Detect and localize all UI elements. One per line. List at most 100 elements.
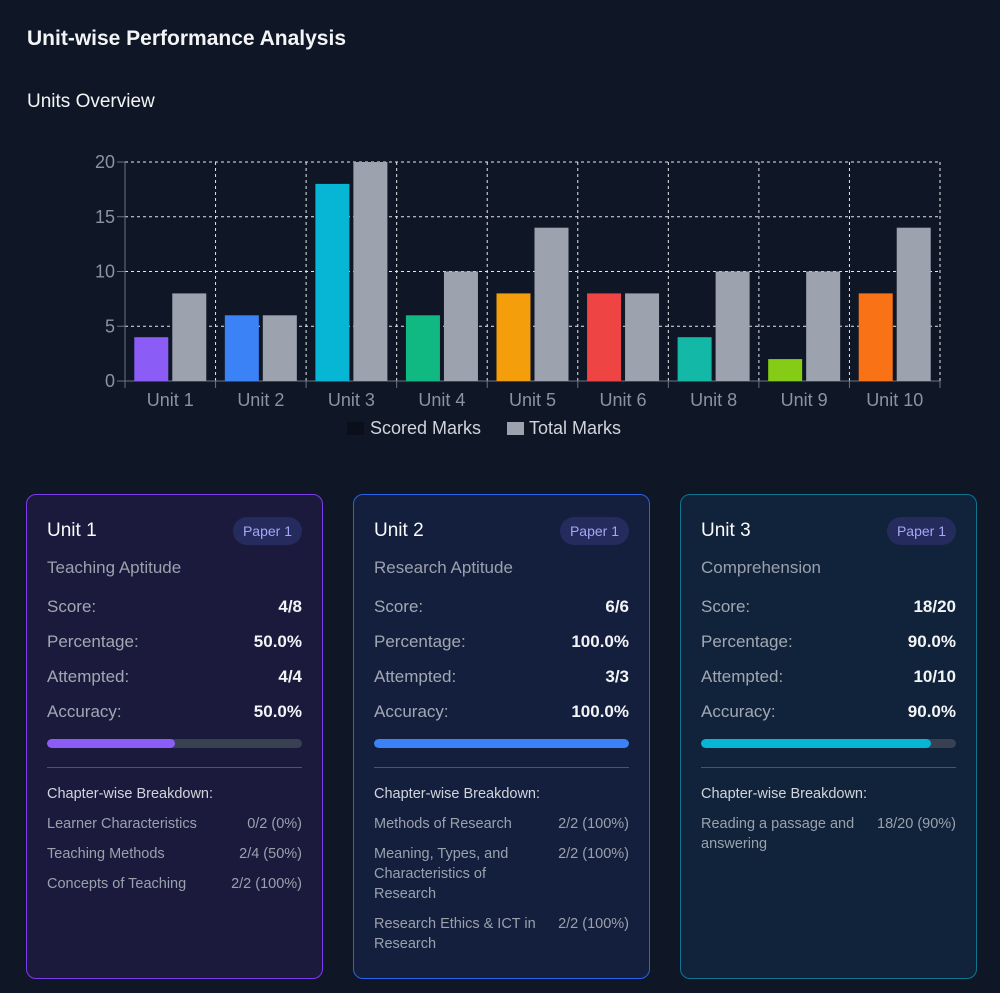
bar-total-marks [262, 315, 297, 381]
x-tick-label: Unit 6 [600, 390, 647, 410]
bar-chart-svg: 0 5 10 15 20 Unit 1 Unit 2 Unit 3 Unit 4 Unit 5 Un… [95, 152, 941, 438]
chapter-row: Learner Characteristics 0/2 (0%) [47, 814, 302, 834]
stat-label: Score: [701, 597, 751, 616]
paper-badge: Paper 1 [886, 517, 956, 545]
accuracy-progress-fill [701, 739, 931, 748]
divider [701, 767, 956, 768]
stat-label: Percentage: [47, 632, 139, 651]
legend-label-scored: Scored Marks [370, 418, 481, 438]
accuracy-progress-bar [701, 739, 956, 748]
chapter-name: Methods of Research [374, 816, 512, 832]
stat-row: Attempted: 3/3 [374, 667, 629, 687]
unit-name: Unit 3 [701, 520, 751, 541]
breakdown-title: Chapter-wise Breakdown: [47, 786, 214, 802]
unit-card: Unit 1 Paper 1 Teaching Aptitude Score: … [26, 494, 323, 979]
chapter-score: 2/2 (100%) [558, 916, 629, 932]
stat-value: 4/4 [278, 667, 302, 686]
bar-total-marks [806, 271, 841, 381]
stat-label: Accuracy: [701, 702, 776, 721]
x-tick-label: Unit 2 [237, 390, 284, 410]
stat-label: Percentage: [374, 632, 466, 651]
chapter-row: Methods of Research 2/2 (100%) [374, 814, 629, 834]
legend-label-total: Total Marks [529, 418, 621, 438]
card-header: Unit 1 Paper 1 [47, 516, 302, 546]
stat-value: 90.0% [907, 702, 956, 721]
stat-row: Attempted: 10/10 [701, 667, 956, 687]
paper-badge: Paper 1 [559, 517, 629, 545]
x-tick-label: Unit 1 [147, 390, 194, 410]
stat-value: 18/20 [913, 597, 956, 616]
x-tick-label: Unit 9 [781, 390, 828, 410]
y-tick-label: 0 [105, 371, 115, 391]
stat-label: Accuracy: [374, 702, 449, 721]
stat-row: Attempted: 4/4 [47, 667, 302, 687]
bar-scored-marks [134, 337, 169, 381]
x-tick-label: Unit 3 [328, 390, 375, 410]
x-tick-label: Unit 8 [690, 390, 737, 410]
bar-scored-marks [587, 293, 622, 381]
stat-row: Percentage: 100.0% [374, 632, 629, 652]
card-header: Unit 2 Paper 1 [374, 516, 629, 546]
y-tick-label: 20 [95, 152, 115, 172]
stat-row: Accuracy: 100.0% [374, 702, 629, 722]
chapter-score: 2/2 (100%) [558, 816, 629, 832]
y-tick-label: 10 [95, 262, 115, 282]
chapter-name: Learner Characteristics [47, 816, 197, 832]
page-title: Unit-wise Performance Analysis [27, 27, 346, 50]
bar-total-marks [896, 227, 931, 381]
chapter-row: Research Ethics & ICT in Research 2/2 (1… [374, 914, 629, 954]
stat-label: Accuracy: [47, 702, 122, 721]
breakdown-title: Chapter-wise Breakdown: [701, 786, 868, 802]
divider [47, 767, 302, 768]
stat-row: Percentage: 50.0% [47, 632, 302, 652]
bar-scored-marks [677, 337, 712, 381]
breakdown-title: Chapter-wise Breakdown: [374, 786, 541, 802]
paper-badge: Paper 1 [232, 517, 302, 545]
chapter-name: Meaning, Types, and Characteristics of R… [374, 846, 509, 902]
unit-card: Unit 3 Paper 1 Comprehension Score: 18/2… [680, 494, 977, 979]
chapter-name: Reading a passage and answering [701, 816, 855, 852]
chapter-list: Learner Characteristics 0/2 (0%) Teachin… [47, 814, 302, 894]
stat-label: Score: [47, 597, 97, 616]
chapter-score: 0/2 (0%) [247, 816, 302, 832]
stat-row: Score: 6/6 [374, 597, 629, 617]
stat-row: Accuracy: 90.0% [701, 702, 956, 722]
chapter-score: 2/4 (50%) [239, 846, 302, 862]
x-tick-label: Unit 4 [418, 390, 465, 410]
y-tick-label: 5 [105, 316, 115, 336]
bar-scored-marks [496, 293, 531, 381]
bar-total-marks [715, 271, 750, 381]
stats-list: Score: 4/8 Percentage: 50.0% Attempted: … [47, 597, 302, 722]
stat-value: 100.0% [571, 702, 629, 721]
stat-value: 50.0% [253, 632, 302, 651]
card-header: Unit 3 Paper 1 [701, 516, 956, 546]
stat-row: Accuracy: 50.0% [47, 702, 302, 722]
divider [374, 767, 629, 768]
chapter-list: Reading a passage and answering 18/20 (9… [701, 814, 956, 854]
stat-label: Percentage: [701, 632, 793, 651]
stat-label: Attempted: [374, 667, 457, 686]
chapter-row: Meaning, Types, and Characteristics of R… [374, 844, 629, 904]
x-tick-label: Unit 5 [509, 390, 556, 410]
unit-subject: Research Aptitude [374, 558, 513, 577]
stats-list: Score: 18/20 Percentage: 90.0% Attempted… [701, 597, 956, 722]
accuracy-progress-fill [374, 739, 629, 748]
stat-value: 90.0% [907, 632, 956, 651]
chapter-row: Concepts of Teaching 2/2 (100%) [47, 874, 302, 894]
chapter-score: 18/20 (90%) [877, 816, 956, 832]
stat-row: Percentage: 90.0% [701, 632, 956, 652]
x-tick-label: Unit 10 [866, 390, 923, 410]
unit-name: Unit 2 [374, 520, 424, 541]
legend-swatch-total [507, 422, 524, 435]
bar-scored-marks [858, 293, 893, 381]
y-tick-label: 15 [95, 207, 115, 227]
bar-scored-marks [224, 315, 259, 381]
bar-total-marks [443, 271, 478, 381]
legend-swatch-scored [347, 422, 364, 435]
accuracy-progress-bar [374, 739, 629, 748]
bar-total-marks [353, 162, 388, 381]
unit-name: Unit 1 [47, 520, 97, 541]
chapter-row: Teaching Methods 2/4 (50%) [47, 844, 302, 864]
stat-row: Score: 4/8 [47, 597, 302, 617]
stats-list: Score: 6/6 Percentage: 100.0% Attempted:… [374, 597, 629, 722]
